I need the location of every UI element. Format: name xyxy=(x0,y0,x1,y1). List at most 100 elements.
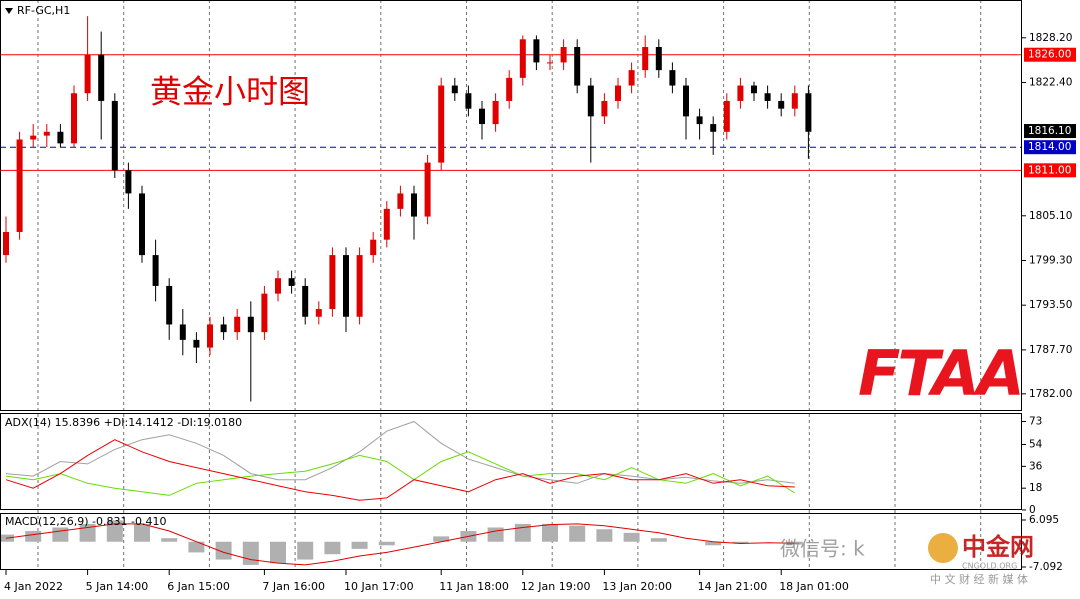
macd-bar xyxy=(324,541,341,555)
candle-body xyxy=(397,193,404,209)
level-label-box xyxy=(1024,140,1076,155)
candle-body xyxy=(574,47,581,86)
macd-bar xyxy=(106,520,123,542)
candle-body xyxy=(465,93,472,109)
candle-body xyxy=(615,85,621,101)
level-label: 1816.10 xyxy=(1028,125,1071,137)
candle-body xyxy=(234,316,241,333)
y-tick-label: 6.095 xyxy=(1029,514,1059,526)
candle-body xyxy=(533,39,540,63)
candle-body xyxy=(479,108,485,125)
level-label: 1826.00 xyxy=(1028,49,1071,61)
candle-body xyxy=(628,70,635,86)
candle-body xyxy=(30,135,37,140)
y-tick-label: 1782.00 xyxy=(1029,388,1072,400)
title-arrow xyxy=(5,8,13,14)
y-tick-label: 18 xyxy=(1029,482,1042,494)
candle-body xyxy=(710,124,717,132)
macd-bar xyxy=(650,538,667,542)
candle-body xyxy=(247,316,254,333)
x-tick-label: 12 Jan 19:00 xyxy=(521,580,591,593)
macd-bar xyxy=(569,525,586,542)
candle-body xyxy=(492,100,499,125)
candle-body xyxy=(302,285,309,317)
candle-body xyxy=(642,47,649,71)
candle-body xyxy=(315,309,322,317)
y-tick-label: 1793.50 xyxy=(1029,299,1072,311)
candle-body xyxy=(723,100,730,132)
y-tick-label: 73 xyxy=(1029,415,1042,427)
candle-body xyxy=(329,255,336,310)
macd-frame xyxy=(0,513,1022,570)
candle-body xyxy=(560,47,567,63)
candle-body xyxy=(207,324,213,348)
y-tick-label: 54 xyxy=(1029,439,1043,451)
candle-body xyxy=(587,85,594,117)
x-tick-label: 11 Jan 18:00 xyxy=(439,580,509,593)
candle-body xyxy=(71,93,77,144)
x-tick-label: 13 Jan 20:00 xyxy=(602,580,672,593)
candle-body xyxy=(98,54,105,101)
signal-line xyxy=(5,523,795,566)
candle-body xyxy=(43,131,50,136)
macd-title: MACD(12,26,9) -0.831 -0.410 xyxy=(5,515,166,528)
logo: FTAA xyxy=(858,337,1022,410)
candle-body xyxy=(411,193,417,217)
chart-title: RF-GC,H1 xyxy=(17,4,70,17)
macd-bar xyxy=(242,541,259,565)
candle-body xyxy=(125,170,132,194)
candle-body xyxy=(751,85,757,94)
candle-body xyxy=(737,85,744,101)
watermark-icon xyxy=(928,533,958,563)
watermark-brand: 中金网 xyxy=(962,533,1034,561)
candle-body xyxy=(383,208,390,240)
candle-body xyxy=(139,193,145,256)
candle-body xyxy=(166,285,173,325)
x-tick-label: 7 Jan 16:00 xyxy=(262,580,325,593)
adx-title: ADX(14) 15.8396 +DI:14.1412 -DI:19.0180 xyxy=(5,416,242,429)
candle-body xyxy=(356,255,363,317)
grid xyxy=(37,0,982,570)
macd-bar xyxy=(542,523,558,542)
y-tick-label: 1822.40 xyxy=(1029,76,1072,88)
plot xyxy=(0,16,1022,566)
candle-body xyxy=(451,85,458,94)
x-tick-label: 18 Jan 01:00 xyxy=(779,580,849,593)
x-tick-label: 6 Jan 15:00 xyxy=(167,580,230,593)
candle-body xyxy=(343,255,349,317)
level-label-box xyxy=(1024,124,1076,139)
x-tick-label: 14 Jan 21:00 xyxy=(698,580,768,593)
candle-body xyxy=(778,100,785,109)
candle-body xyxy=(547,62,553,64)
adx-frame xyxy=(0,413,1022,510)
candle-body xyxy=(601,100,608,117)
macd-bar xyxy=(623,532,640,542)
candle-body xyxy=(179,324,186,340)
watermark-site: CNGOLD.ORG xyxy=(962,562,1017,571)
candle-body xyxy=(84,54,91,94)
indicator-line xyxy=(5,420,795,484)
candle-body xyxy=(16,139,23,232)
level-label-box xyxy=(1024,163,1076,178)
indicator-line xyxy=(5,439,795,501)
candle-body xyxy=(655,47,662,71)
candle-body xyxy=(764,93,771,101)
macd-bar xyxy=(433,536,450,542)
candle-body xyxy=(275,278,281,294)
x-tick-label: 4 Jan 2022 xyxy=(4,580,63,593)
macd-bar xyxy=(52,527,69,542)
macd-bar xyxy=(25,531,42,542)
level-label: 1811.00 xyxy=(1028,164,1071,176)
indicator-line xyxy=(5,451,796,496)
candle-body xyxy=(506,77,513,101)
candle-body xyxy=(193,339,200,348)
x-tick-label: 5 Jan 14:00 xyxy=(86,580,149,593)
macd-bar xyxy=(161,538,178,542)
candle-body xyxy=(669,70,676,86)
level-label-box xyxy=(1024,47,1076,62)
y-tick-label: 1805.10 xyxy=(1029,210,1072,222)
candle-body xyxy=(111,100,118,171)
y-tick-label: 0 xyxy=(1029,504,1036,516)
candle-body xyxy=(519,39,526,78)
